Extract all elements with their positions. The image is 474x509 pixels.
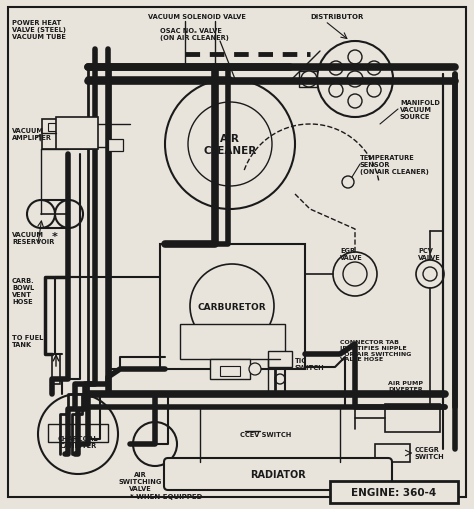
Bar <box>299 72 317 88</box>
Circle shape <box>55 201 83 229</box>
Circle shape <box>317 42 393 118</box>
Text: TIC
SWITCH: TIC SWITCH <box>295 357 325 370</box>
Text: PCV
VALVE: PCV VALVE <box>418 247 441 261</box>
Bar <box>48 424 108 442</box>
Text: POWER HEAT
VALVE (STEEL)
VACUUM TUBE: POWER HEAT VALVE (STEEL) VACUUM TUBE <box>12 20 66 40</box>
Circle shape <box>38 394 118 474</box>
Circle shape <box>329 84 343 98</box>
Bar <box>48 124 60 132</box>
Circle shape <box>347 72 363 88</box>
Bar <box>330 481 458 503</box>
Text: VACUUM SOLENOID VALVE: VACUUM SOLENOID VALVE <box>148 14 246 20</box>
Text: TEMPERATURE
SENSOR
(ON AIR CLEANER): TEMPERATURE SENSOR (ON AIR CLEANER) <box>360 155 429 175</box>
Text: CCEV SWITCH: CCEV SWITCH <box>240 431 292 437</box>
Text: OSAC NOₓ VALVE
(ON AIR CLEANER): OSAC NOₓ VALVE (ON AIR CLEANER) <box>160 28 229 41</box>
Circle shape <box>188 103 272 187</box>
Text: AIR
CLEANER: AIR CLEANER <box>203 134 256 155</box>
Text: * WHEN EQUIPPED: * WHEN EQUIPPED <box>130 493 202 499</box>
Text: EGR
VALVE: EGR VALVE <box>340 247 363 261</box>
Circle shape <box>249 363 261 375</box>
Bar <box>375 444 410 462</box>
Text: VACUUM
AMPLIFIER: VACUUM AMPLIFIER <box>12 128 52 140</box>
Bar <box>160 244 305 369</box>
Bar <box>108 140 123 152</box>
Text: AIR
SWITCHING
VALVE: AIR SWITCHING VALVE <box>118 471 162 491</box>
Circle shape <box>367 84 381 98</box>
Circle shape <box>329 62 343 76</box>
Text: ENGINE: 360-4: ENGINE: 360-4 <box>351 487 437 497</box>
Circle shape <box>348 95 362 109</box>
Circle shape <box>348 51 362 65</box>
FancyBboxPatch shape <box>164 458 392 490</box>
Bar <box>56 118 98 150</box>
Bar <box>180 324 285 359</box>
Bar <box>268 351 292 367</box>
Circle shape <box>190 265 274 348</box>
Circle shape <box>275 374 285 384</box>
Text: DISTRIBUTOR: DISTRIBUTOR <box>310 14 364 20</box>
Circle shape <box>416 261 444 289</box>
Text: CHARCOAL
CANISTER: CHARCOAL CANISTER <box>58 436 98 448</box>
Bar <box>41 201 69 229</box>
Bar <box>220 366 240 376</box>
Bar <box>42 120 94 150</box>
Text: CONNECTOR TAB
IDENTIFIES NIPPLE
FOR AIR SWITCHING
VALVE HOSE: CONNECTOR TAB IDENTIFIES NIPPLE FOR AIR … <box>340 340 411 362</box>
Bar <box>385 404 440 432</box>
Text: RADIATOR: RADIATOR <box>250 469 306 479</box>
Text: AIR PUMP
DIVERTER
VALVE: AIR PUMP DIVERTER VALVE <box>388 381 423 397</box>
Circle shape <box>342 177 354 189</box>
Circle shape <box>367 62 381 76</box>
Text: *: * <box>52 232 58 242</box>
Text: VACUUM
RESERVOIR: VACUUM RESERVOIR <box>12 232 55 244</box>
Circle shape <box>423 267 437 281</box>
Text: TO FUEL
TANK: TO FUEL TANK <box>12 334 44 347</box>
Text: MANIFOLD
VACUUM
SOURCE: MANIFOLD VACUUM SOURCE <box>400 100 440 120</box>
Text: CARBURETOR: CARBURETOR <box>198 302 266 311</box>
Text: CARB.
BOWL
VENT
HOSE: CARB. BOWL VENT HOSE <box>12 277 35 304</box>
Circle shape <box>133 422 177 466</box>
Circle shape <box>301 72 317 88</box>
Bar <box>210 359 250 379</box>
Circle shape <box>27 201 55 229</box>
Circle shape <box>165 80 295 210</box>
Text: CCEGR
SWITCH: CCEGR SWITCH <box>415 446 445 459</box>
Circle shape <box>343 263 367 287</box>
Circle shape <box>333 252 377 296</box>
Bar <box>52 354 60 384</box>
